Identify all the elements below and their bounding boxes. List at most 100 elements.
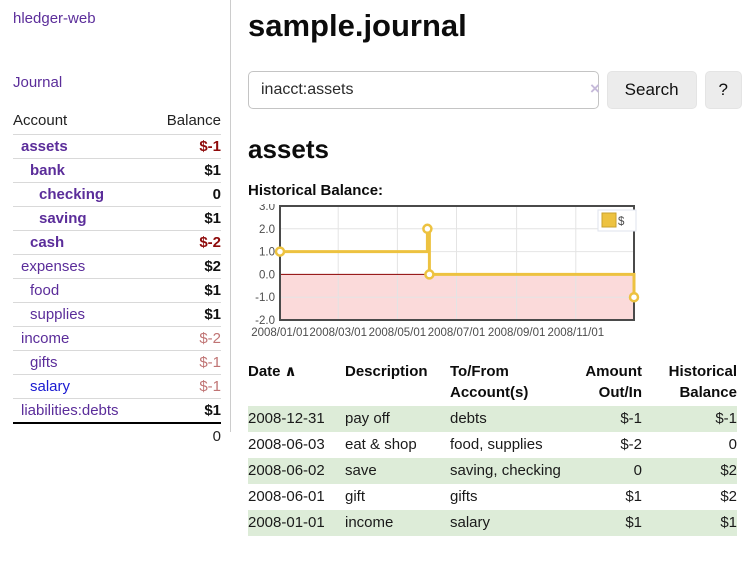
page-title: sample.journal: [248, 8, 467, 43]
transaction-accounts: salary: [450, 514, 491, 531]
legend-swatch-icon: [601, 212, 617, 228]
svg-text:2008/11/01: 2008/11/01: [547, 327, 604, 339]
account-link-bank[interactable]: bank: [30, 162, 66, 179]
transaction-date-link[interactable]: 2008-12-31: [248, 410, 325, 427]
svg-text:1.0: 1.0: [259, 247, 275, 259]
column-header-historical-balance: Historical Balance: [668, 363, 737, 401]
transaction-row: 2008-01-01 income salary $1 $1: [248, 510, 737, 536]
account-balance: $2: [204, 258, 221, 275]
transaction-date-link[interactable]: 2008-06-02: [248, 462, 325, 479]
account-balance: $-1: [199, 354, 221, 371]
svg-text:0.0: 0.0: [259, 269, 275, 281]
svg-text:$: $: [618, 216, 625, 228]
account-balance: $1: [204, 402, 221, 419]
accounts-header-balance: Balance: [166, 112, 221, 129]
transaction-row: 2008-06-02 save saving, checking 0 $2: [248, 458, 737, 484]
transaction-accounts: gifts: [450, 488, 478, 505]
account-link-assets[interactable]: assets: [21, 138, 68, 155]
account-balance: $-2: [199, 330, 221, 347]
account-row: assets $-1: [13, 134, 221, 158]
account-balance: $1: [204, 282, 221, 299]
accounts-total: 0: [13, 422, 221, 449]
search-input[interactable]: [248, 71, 599, 109]
transaction-date-link[interactable]: 2008-06-01: [248, 488, 325, 505]
register-table: Date ∧ Description To/From Account(s) Amount…: [248, 359, 737, 536]
svg-text:2.0: 2.0: [259, 224, 275, 236]
svg-text:2008/07/01: 2008/07/01: [428, 327, 486, 339]
account-balance: $1: [204, 210, 221, 227]
account-row: saving $1: [13, 206, 221, 230]
account-row: expenses $2: [13, 254, 221, 278]
transaction-date-link[interactable]: 2008-06-03: [248, 436, 325, 453]
accounts-header-account: Account: [13, 112, 68, 129]
account-heading: assets: [248, 134, 329, 164]
help-button[interactable]: ?: [704, 71, 742, 109]
nav-journal-link[interactable]: Journal: [13, 74, 63, 91]
account-row: salary $-1: [13, 374, 221, 398]
account-link-gifts[interactable]: gifts: [30, 354, 58, 371]
account-balance: $1: [204, 306, 221, 323]
transaction-amount: $-2: [620, 436, 642, 453]
account-link-salary[interactable]: salary: [30, 378, 71, 395]
account-row: food $1: [13, 278, 221, 302]
transaction-accounts: saving, checking: [450, 462, 561, 479]
account-balance: $-1: [199, 138, 221, 155]
transaction-balance: 0: [728, 436, 737, 453]
column-header-to-from-account-s-: To/From Account(s): [450, 363, 529, 401]
transaction-balance: $2: [720, 462, 737, 479]
account-link-cash[interactable]: cash: [30, 234, 65, 251]
transaction-accounts: debts: [450, 410, 487, 427]
transaction-amount: $1: [625, 514, 642, 531]
account-link-liabilities-debts[interactable]: liabilities:debts: [21, 402, 119, 419]
account-balance: $1: [204, 162, 221, 179]
account-link-food[interactable]: food: [30, 282, 60, 299]
clear-search-icon[interactable]: ×: [590, 79, 600, 98]
account-row: liabilities:debts $1: [13, 398, 221, 422]
transaction-amount: $-1: [620, 410, 642, 427]
search-form: × Search ?: [248, 71, 742, 109]
transaction-row: 2008-06-01 gift gifts $1 $2: [248, 484, 737, 510]
transaction-description: income: [345, 514, 394, 531]
accounts-table: Account Balance assets $-1 bank $1 checking 0…: [13, 110, 221, 449]
account-link-income[interactable]: income: [21, 330, 70, 347]
svg-text:2008/03/01: 2008/03/01: [309, 327, 367, 339]
svg-text:-1.0: -1.0: [255, 292, 275, 304]
svg-text:-2.0: -2.0: [255, 315, 275, 327]
transaction-date-link[interactable]: 2008-01-01: [248, 514, 325, 531]
column-header-description: Description: [345, 363, 428, 380]
svg-text:2008/09/01: 2008/09/01: [488, 327, 546, 339]
column-header-date[interactable]: Date ∧: [248, 363, 297, 380]
sort-ascending-icon[interactable]: ∧: [284, 363, 297, 380]
account-link-saving[interactable]: saving: [39, 210, 87, 227]
account-balance: 0: [212, 186, 221, 203]
account-row: income $-2: [13, 326, 221, 350]
accounts-header: Account Balance: [13, 110, 221, 134]
transaction-description: gift: [345, 488, 366, 505]
transaction-description: pay off: [345, 410, 390, 427]
transaction-row: 2008-06-03 eat & shop food, supplies $-2 0: [248, 432, 737, 458]
app-brand-link[interactable]: hledger-web: [13, 10, 96, 27]
column-header-amount-out-in: Amount Out/In: [585, 363, 642, 401]
main-content: sample.journal × Search ? assets Histori…: [248, 0, 742, 536]
account-row: supplies $1: [13, 302, 221, 326]
svg-text:3.0: 3.0: [259, 204, 275, 213]
account-row: checking 0: [13, 182, 221, 206]
transaction-description: save: [345, 462, 377, 479]
svg-text:2008/01/01: 2008/01/01: [251, 327, 309, 339]
account-row: bank $1: [13, 158, 221, 182]
chart-title: Historical Balance:: [248, 182, 384, 199]
account-link-expenses[interactable]: expenses: [21, 258, 86, 275]
transaction-balance: $1: [720, 514, 737, 531]
transaction-description: eat & shop: [345, 436, 417, 453]
account-link-supplies[interactable]: supplies: [30, 306, 86, 323]
transaction-accounts: food, supplies: [450, 436, 543, 453]
account-row: cash $-2: [13, 230, 221, 254]
search-button[interactable]: Search: [606, 71, 697, 109]
account-link-checking[interactable]: checking: [39, 186, 105, 203]
transaction-row: 2008-12-31 pay off debts $-1 $-1: [248, 406, 737, 432]
svg-text:2008/05/01: 2008/05/01: [369, 327, 427, 339]
account-row: gifts $-1: [13, 350, 221, 374]
transaction-balance: $2: [720, 488, 737, 505]
account-balance: $-1: [199, 378, 221, 395]
